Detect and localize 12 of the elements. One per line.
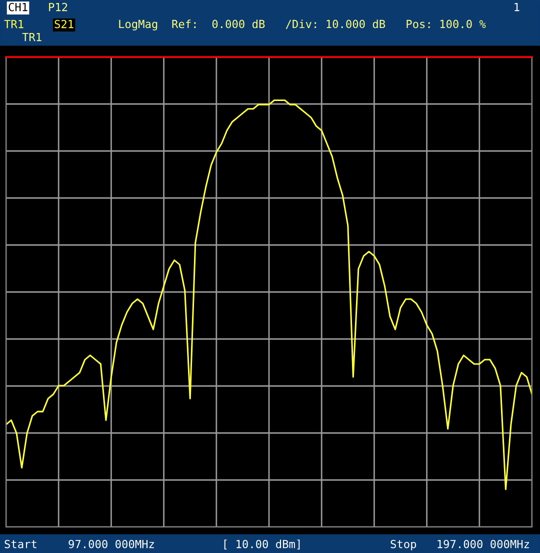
text: LogMag Ref: 0.000 dB /Div: 10.000 dB Pos: 100.0 % xyxy=(119,20,486,30)
text: P12 xyxy=(49,2,68,12)
text: 1 xyxy=(514,2,520,12)
text: Start xyxy=(4,540,36,548)
text: Stop xyxy=(390,540,416,550)
text: S21 xyxy=(54,20,74,28)
text: 97.000 000MHz xyxy=(68,540,154,548)
text: CH1 xyxy=(8,2,28,12)
text: TR1 xyxy=(4,20,24,28)
text: TR1 xyxy=(22,32,42,42)
text: [ 10.00 dBm] xyxy=(224,540,300,550)
text: 197.000 000MHz xyxy=(438,540,529,548)
